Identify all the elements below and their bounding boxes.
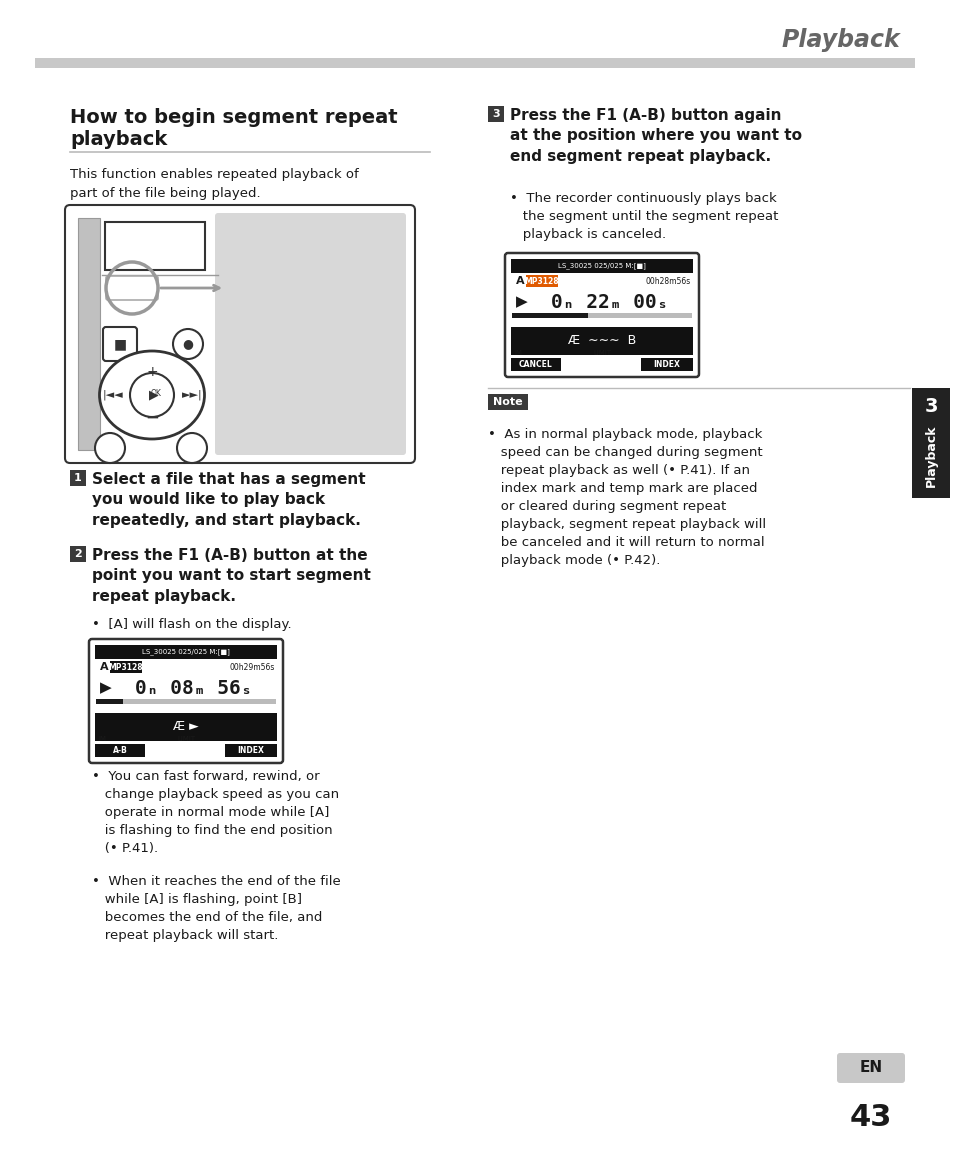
Text: This function enables repeated playback of
part of the file being played.: This function enables repeated playback … xyxy=(70,168,358,199)
Circle shape xyxy=(130,373,173,417)
FancyBboxPatch shape xyxy=(214,213,406,455)
Circle shape xyxy=(95,433,125,463)
Text: 43: 43 xyxy=(849,1104,891,1133)
FancyBboxPatch shape xyxy=(640,358,692,371)
Text: OK: OK xyxy=(151,388,161,397)
FancyBboxPatch shape xyxy=(488,394,527,410)
Text: Playback: Playback xyxy=(923,425,937,488)
Text: 00h29m56s: 00h29m56s xyxy=(230,662,274,672)
FancyBboxPatch shape xyxy=(96,699,123,704)
FancyBboxPatch shape xyxy=(35,58,914,68)
FancyBboxPatch shape xyxy=(511,259,692,273)
FancyBboxPatch shape xyxy=(836,1053,904,1083)
FancyBboxPatch shape xyxy=(512,313,691,318)
Text: A-B: A-B xyxy=(112,746,128,755)
Text: How to begin segment repeat: How to begin segment repeat xyxy=(70,108,397,127)
Text: LIMIT: LIMIT xyxy=(176,736,194,742)
Text: 0ₙ 08ₘ 56ₛ: 0ₙ 08ₘ 56ₛ xyxy=(135,679,253,697)
Text: playback: playback xyxy=(70,130,167,149)
Text: INDEX: INDEX xyxy=(653,360,679,369)
Text: Press the F1 (A-B) button again
at the position where you want to
end segment re: Press the F1 (A-B) button again at the p… xyxy=(510,108,801,163)
FancyBboxPatch shape xyxy=(511,327,692,356)
Text: −: − xyxy=(145,409,159,427)
Text: LS_30025 025/025 M:[■]: LS_30025 025/025 M:[■] xyxy=(558,263,645,270)
Text: F1 (A-B) button: F1 (A-B) button xyxy=(230,281,351,295)
Text: •  [A] will flash on the display.: • [A] will flash on the display. xyxy=(91,618,292,631)
Text: 1: 1 xyxy=(74,472,82,483)
Text: INDEX: INDEX xyxy=(237,746,264,755)
Text: ▶: ▶ xyxy=(100,681,112,696)
Text: ►►|: ►►| xyxy=(181,390,202,401)
Text: EN: EN xyxy=(859,1061,882,1076)
FancyBboxPatch shape xyxy=(95,713,276,741)
Text: ■: ■ xyxy=(113,337,127,351)
FancyBboxPatch shape xyxy=(65,205,415,463)
Circle shape xyxy=(177,433,207,463)
Ellipse shape xyxy=(99,351,204,439)
Text: 0ₙ 22ₘ 00ₛ: 0ₙ 22ₘ 00ₛ xyxy=(551,293,668,312)
FancyBboxPatch shape xyxy=(70,470,86,486)
FancyBboxPatch shape xyxy=(103,327,137,361)
Text: •  You can fast forward, rewind, or
   change playback speed as you can
   opera: • You can fast forward, rewind, or chang… xyxy=(91,770,338,855)
FancyBboxPatch shape xyxy=(105,222,205,270)
FancyBboxPatch shape xyxy=(511,274,692,288)
Text: LIMIT: LIMIT xyxy=(593,350,611,356)
Text: A: A xyxy=(100,662,109,672)
FancyBboxPatch shape xyxy=(95,660,276,674)
Text: |◄◄: |◄◄ xyxy=(103,390,123,401)
FancyBboxPatch shape xyxy=(89,639,283,763)
Text: IM: IM xyxy=(514,350,521,356)
Text: Press the F1 (A-B) button at the
point you want to start segment
repeat playback: Press the F1 (A-B) button at the point y… xyxy=(91,548,371,603)
Text: Playback: Playback xyxy=(781,28,899,52)
FancyBboxPatch shape xyxy=(106,276,158,300)
Text: Æ ►: Æ ► xyxy=(172,720,198,733)
Text: CANCEL: CANCEL xyxy=(518,360,553,369)
Text: MP3128: MP3128 xyxy=(109,662,143,672)
FancyBboxPatch shape xyxy=(95,645,276,659)
FancyBboxPatch shape xyxy=(110,661,142,673)
Text: Select a file that has a segment
you would like to play back
repeatedly, and sta: Select a file that has a segment you wou… xyxy=(91,472,365,528)
Text: Note: Note xyxy=(493,397,522,406)
Text: ▶: ▶ xyxy=(149,388,158,402)
FancyBboxPatch shape xyxy=(525,274,558,287)
FancyBboxPatch shape xyxy=(78,218,100,450)
Text: ▶: ▶ xyxy=(516,294,527,309)
Text: •  When it reaches the end of the file
   while [A] is flashing, point [B]
   be: • When it reaches the end of the file wh… xyxy=(91,875,340,941)
Text: •  As in normal playback mode, playback
   speed can be changed during segment
 : • As in normal playback mode, playback s… xyxy=(488,428,765,567)
Text: Æ  ∼∼∼  B: Æ ∼∼∼ B xyxy=(567,335,636,347)
Text: +: + xyxy=(146,365,157,379)
FancyBboxPatch shape xyxy=(96,699,275,704)
Text: 3: 3 xyxy=(492,109,499,119)
FancyBboxPatch shape xyxy=(511,358,560,371)
FancyBboxPatch shape xyxy=(70,547,86,562)
Text: 00h28m56s: 00h28m56s xyxy=(645,277,690,286)
Text: •  The recorder continuously plays back
   the segment until the segment repeat
: • The recorder continuously plays back t… xyxy=(510,192,778,241)
Text: A: A xyxy=(516,276,524,286)
FancyBboxPatch shape xyxy=(488,107,503,122)
FancyBboxPatch shape xyxy=(911,388,949,498)
Text: LS_30025 025/025 M:[■]: LS_30025 025/025 M:[■] xyxy=(142,648,230,655)
Circle shape xyxy=(172,329,203,359)
Text: IM: IM xyxy=(98,736,106,742)
Text: ●: ● xyxy=(182,337,193,351)
Text: 3: 3 xyxy=(923,396,937,416)
FancyBboxPatch shape xyxy=(504,252,699,378)
FancyBboxPatch shape xyxy=(512,313,587,318)
FancyBboxPatch shape xyxy=(225,743,276,757)
FancyBboxPatch shape xyxy=(95,743,145,757)
Text: 2: 2 xyxy=(74,549,82,559)
Text: MP3128: MP3128 xyxy=(524,277,558,286)
